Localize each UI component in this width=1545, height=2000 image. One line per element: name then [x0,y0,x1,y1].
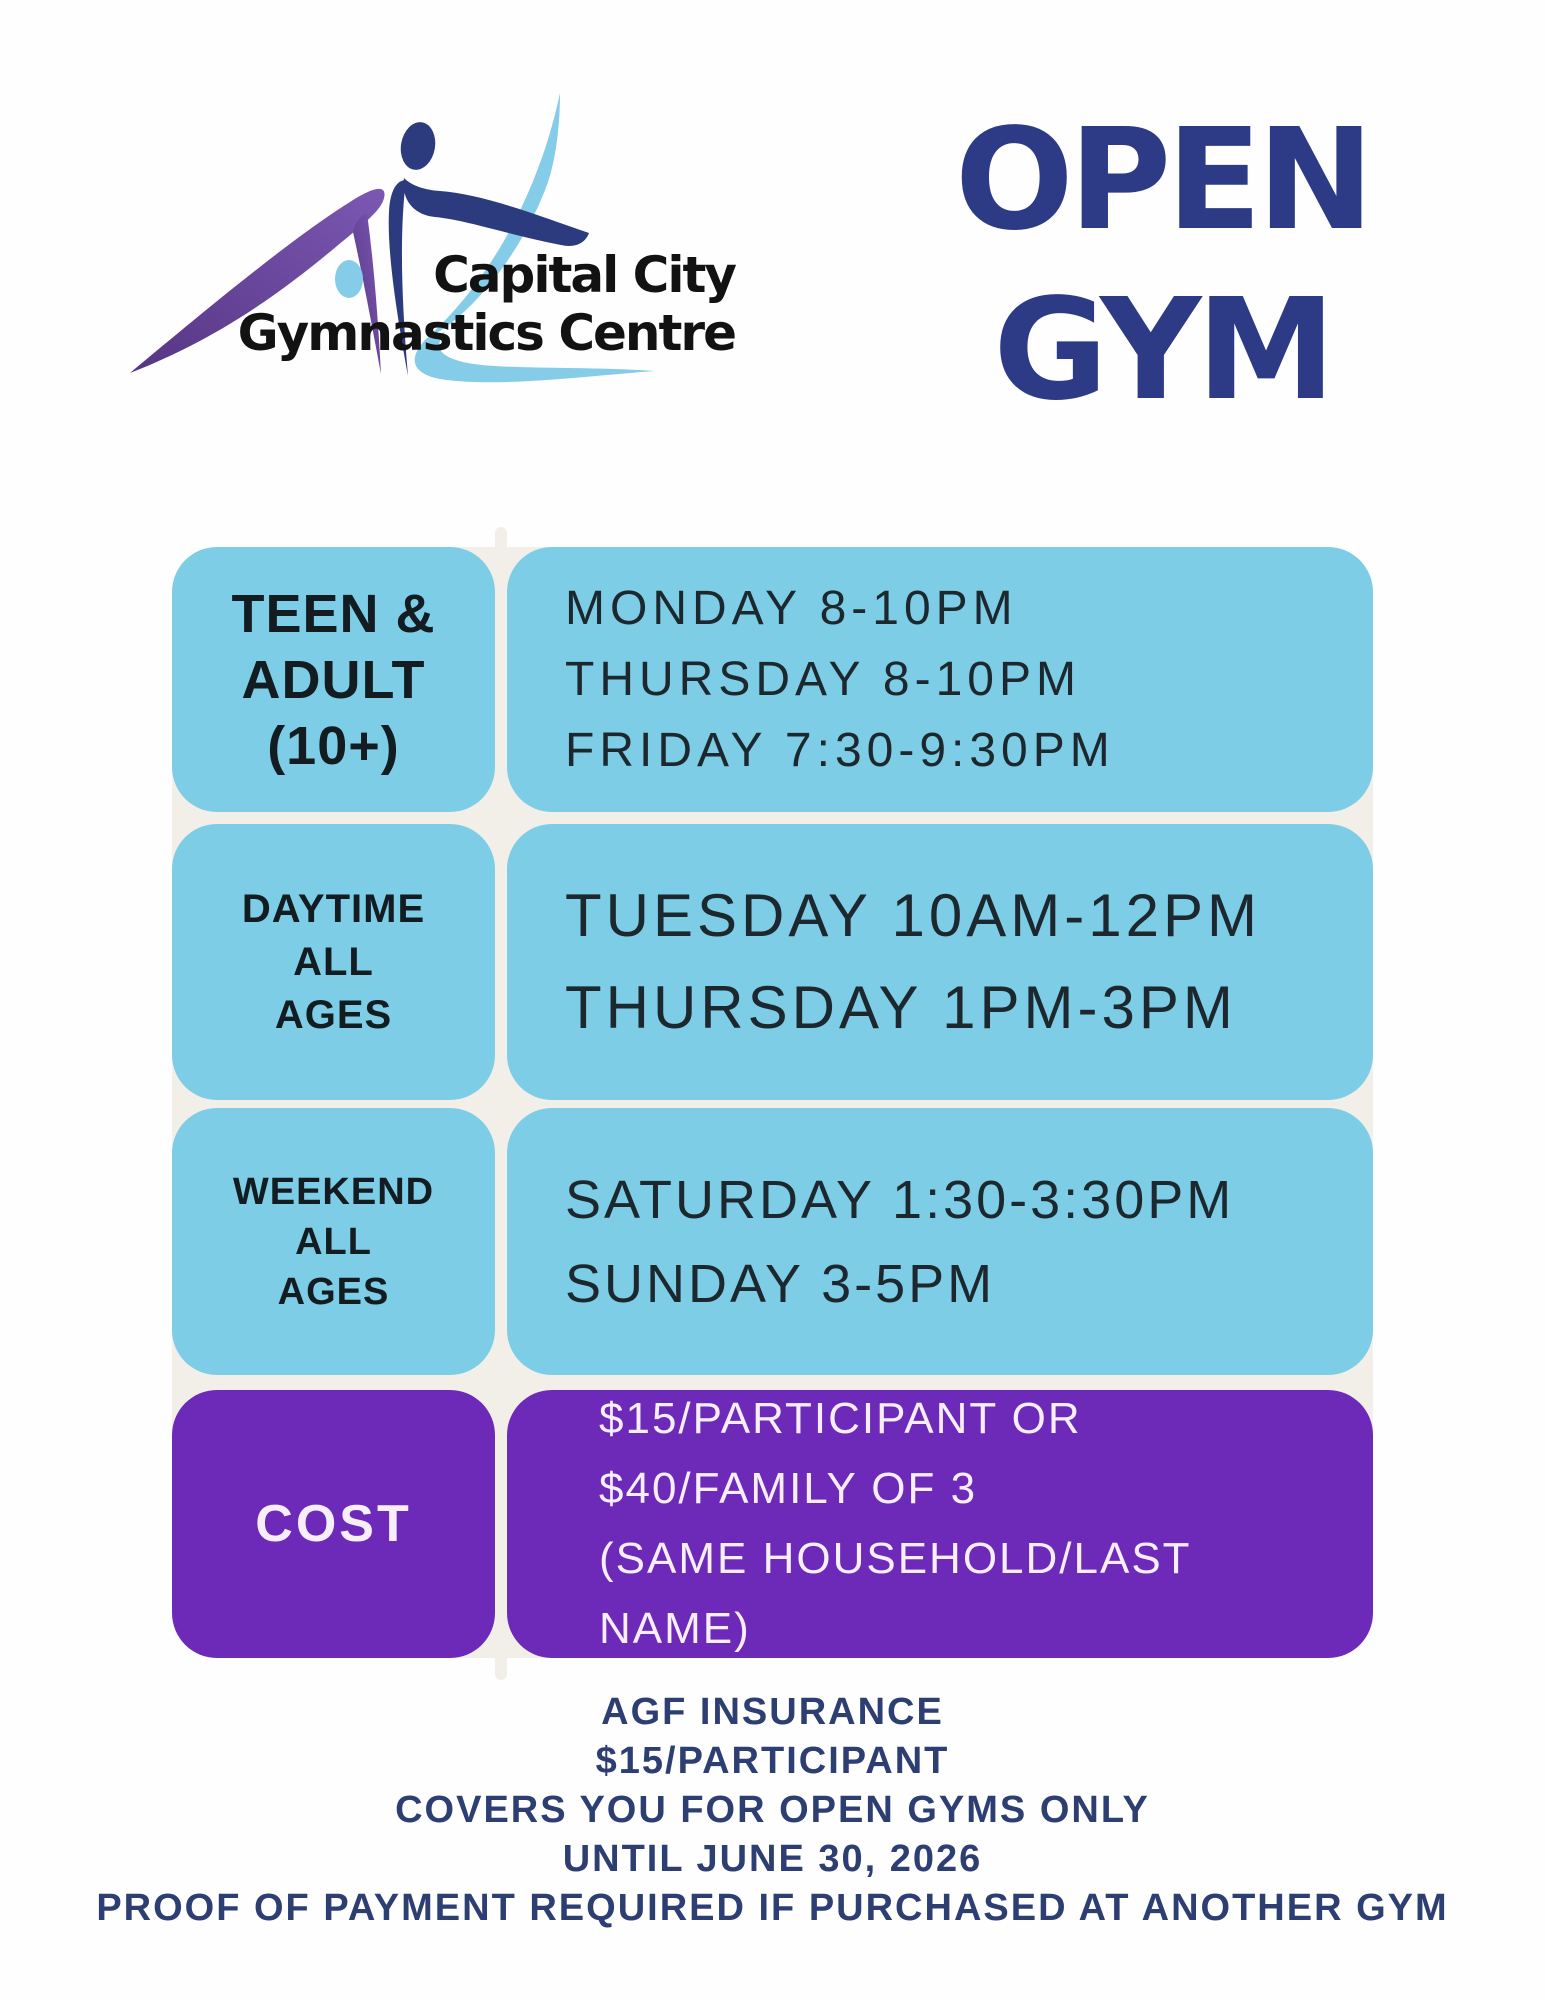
cost-line: $15/PARTICIPANT OR [599,1394,1082,1443]
label-line: ALL [295,1220,372,1263]
page-title-line2: GYM [993,269,1336,432]
cost-details: $15/PARTICIPANT OR $40/FAMILY OF 3 (SAME… [507,1390,1373,1658]
label-line: AGES [277,1270,390,1313]
cost-line: NAME) [599,1604,751,1653]
times-weekend-all-ages: SATURDAY 1:30-3:30PM SUNDAY 3-5PM [507,1108,1373,1375]
label-line: DAYTIME [241,886,426,931]
cost-label: COST [255,1495,412,1553]
logo-navy-gymnast-head [400,122,436,170]
insurance-note-line: PROOF OF PAYMENT REQUIRED IF PURCHASED A… [96,1887,1449,1929]
gymnasts-logo-icon [130,93,655,383]
label-line: ADULT [241,649,426,710]
cost-line: $40/FAMILY OF 3 [599,1464,978,1513]
insurance-note-line: UNTIL JUNE 30, 2026 [562,1838,983,1880]
column-divider-stripe [495,527,507,1680]
logo-wordmark: Capital City Gymnastics Centre [170,246,737,362]
label-daytime-all-ages: DAYTIME ALL AGES [172,824,495,1100]
time-slot: MONDAY 8-10PM [565,582,1018,635]
label-teen-adult: TEEN & ADULT (10+) [172,547,495,812]
logo-swoosh-base-shape [414,332,655,383]
label-line: TEEN & [231,583,436,644]
logo-wordmark-line1: Capital City [433,246,737,304]
logo-navy-gymnast-arm-shape [403,178,589,246]
insurance-note-line: COVERS YOU FOR OPEN GYMS ONLY [395,1789,1150,1831]
time-slot: TUESDAY 10AM-12PM [565,882,1261,949]
logo-purple-gymnast-shape [130,188,385,373]
logo-wordmark-line2: Gymnastics Centre [237,304,737,362]
times-teen-adult: MONDAY 8-10PM THURSDAY 8-10PM FRIDAY 7:3… [507,547,1373,812]
time-slot: SUNDAY 3-5PM [565,1253,996,1314]
time-slot: FRIDAY 7:30-9:30PM [565,724,1115,777]
page-title-line1: OPEN [954,99,1374,262]
time-slot: THURSDAY 1PM-3PM [565,974,1237,1041]
insurance-notes: AGF INSURANCE $15/PARTICIPANT COVERS YOU… [0,1688,1545,1933]
logo-blue-head-dot [335,260,363,298]
label-line: WEEKEND [232,1170,435,1213]
insurance-note-line: $15/PARTICIPANT [595,1740,950,1782]
label-cost: COST [172,1390,495,1658]
logo-purple-gymnast-leg-shape [353,213,381,374]
label-weekend-all-ages: WEEKEND ALL AGES [172,1108,495,1375]
time-slot: THURSDAY 8-10PM [565,653,1081,706]
label-line: (10+) [267,715,400,776]
page-title: OPEN GYM [950,96,1374,436]
times-daytime-all-ages: TUESDAY 10AM-12PM THURSDAY 1PM-3PM [507,824,1373,1100]
label-line: AGES [274,992,393,1037]
time-slot: SATURDAY 1:30-3:30PM [565,1169,1235,1230]
insurance-note-line: AGF INSURANCE [601,1691,944,1733]
label-line: ALL [293,939,374,984]
logo-navy-gymnast-body-shape [388,180,408,376]
cost-line: (SAME HOUSEHOLD/LAST [599,1534,1192,1583]
